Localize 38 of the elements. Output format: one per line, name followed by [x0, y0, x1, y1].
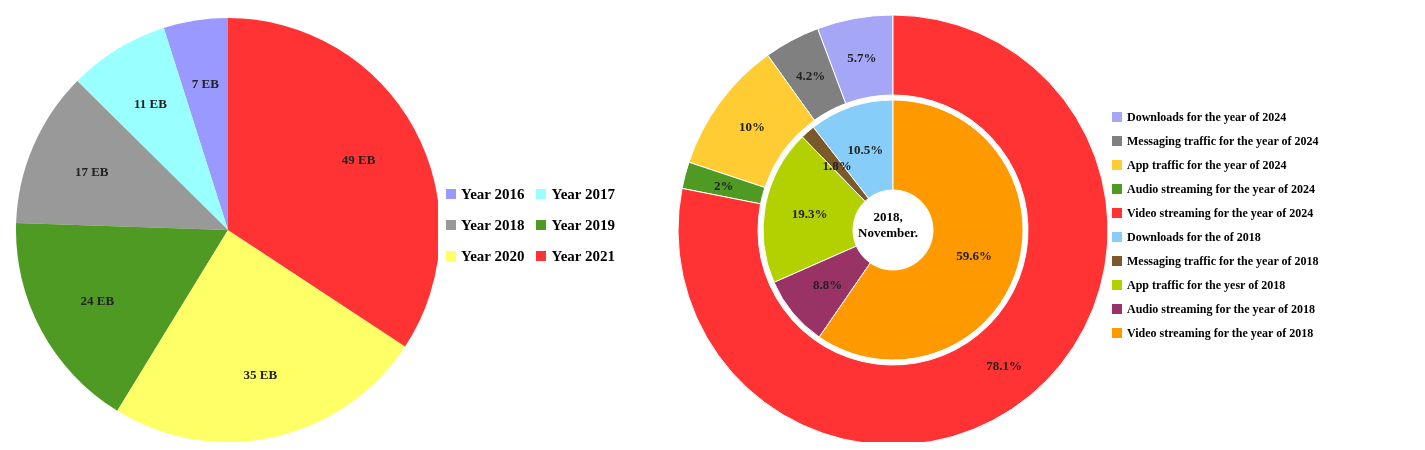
pie-slice — [228, 18, 438, 347]
legend-label: App traffic for the year of 2024 — [1127, 157, 1287, 173]
data-label: 35 EB — [243, 367, 278, 383]
data-label: 8.8% — [812, 276, 843, 292]
legend-label: Audio streaming for the year of 2018 — [1127, 301, 1315, 317]
data-label: 10% — [739, 118, 766, 134]
pie-slice — [117, 230, 406, 442]
data-label: 59.6% — [956, 247, 993, 263]
legend-label: Downloads for the year of 2024 — [1127, 109, 1287, 125]
data-label: 19.3% — [791, 206, 828, 222]
data-label: 78.1% — [986, 357, 1022, 373]
data-label: 2% — [714, 177, 734, 193]
legend-label: Year 2017 — [551, 185, 615, 203]
legend-label: Year 2016 — [461, 185, 525, 203]
data-label: 17 EB — [74, 163, 109, 179]
legend-label: Audio streaming for the year of 2024 — [1127, 181, 1315, 197]
legend-label: Year 2019 — [551, 216, 615, 234]
legend-label: Video streaming for the year of 2024 — [1127, 205, 1314, 221]
data-label: 24 EB — [80, 292, 115, 308]
data-label: 49 EB — [341, 152, 376, 168]
legend-label: Year 2021 — [551, 247, 615, 265]
data-label: 7 EB — [191, 75, 220, 91]
pie-slice — [16, 80, 228, 230]
pie-slice — [16, 223, 228, 411]
legend-label: Downloads for the of 2018 — [1127, 229, 1261, 245]
legend-label: Video streaming for the year of 2018 — [1127, 325, 1314, 341]
text: 2018, November. — [857, 209, 919, 241]
legend-label: Year 2020 — [461, 247, 525, 265]
legend-label: App traffic for the yesr of 2018 — [1127, 277, 1286, 293]
legend-label: Messaging traffic for the year of 2018 — [1127, 253, 1319, 269]
legend-label: Messaging traffic for the year of 2024 — [1127, 133, 1319, 149]
data-label: 1.8% — [822, 158, 852, 174]
data-label: 11 EB — [134, 95, 168, 111]
legend-label: Year 2018 — [461, 216, 525, 234]
data-label: 5.7% — [847, 50, 877, 66]
data-label: 4.2% — [796, 68, 826, 84]
pie-slice — [77, 27, 228, 230]
data-label: 10.5% — [847, 142, 884, 158]
